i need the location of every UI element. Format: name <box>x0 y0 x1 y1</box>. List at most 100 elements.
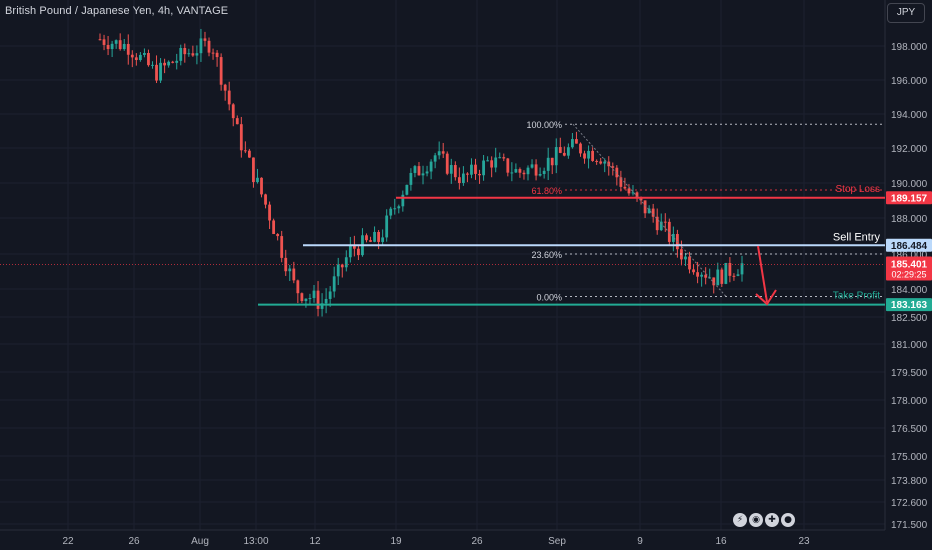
candle-body <box>724 263 728 284</box>
lightning-icon[interactable]: ⚡ <box>733 513 747 527</box>
candle-body <box>138 54 142 61</box>
candle <box>478 169 481 184</box>
candle-body <box>365 235 368 241</box>
candle <box>591 147 595 162</box>
y-tick-label: 188.000 <box>891 214 928 225</box>
candle <box>381 229 385 246</box>
currency-button[interactable]: JPY <box>887 3 925 23</box>
sell-entry-label: Sell Entry <box>833 231 881 243</box>
candle-body <box>655 216 659 231</box>
candle <box>151 61 154 69</box>
candle <box>474 158 477 180</box>
x-tick-label: 9 <box>637 536 643 547</box>
candle <box>405 184 409 196</box>
take-profit-price-badge: 183.163 <box>891 300 928 311</box>
candle-body <box>457 177 461 183</box>
candle <box>110 40 114 58</box>
candle-body <box>522 172 526 175</box>
candle-body <box>159 62 162 81</box>
x-tick-label: 12 <box>309 536 321 547</box>
candle <box>227 81 231 111</box>
candle <box>247 148 251 158</box>
candle <box>147 49 150 67</box>
candle <box>724 262 728 285</box>
candle-body <box>352 245 356 249</box>
candle <box>692 263 695 275</box>
japan-flag-icon[interactable]: ● <box>781 513 795 527</box>
sell-entry-price-badge: 186.484 <box>891 241 928 252</box>
candle-body <box>490 160 494 168</box>
y-tick-label: 171.500 <box>891 520 928 531</box>
candle-body <box>268 204 271 221</box>
uk-flag-icon[interactable]: ✚ <box>765 513 779 527</box>
footer-icon-bar: ⚡ ◉ ✚ ● <box>733 513 795 527</box>
record-icon[interactable]: ◉ <box>749 513 763 527</box>
candle <box>720 267 724 287</box>
candle <box>704 267 708 285</box>
candle <box>369 236 372 243</box>
candle <box>659 213 663 232</box>
candle-body <box>417 166 421 176</box>
x-tick-label: 23 <box>798 536 810 547</box>
candle-body <box>401 194 405 207</box>
candle <box>328 286 332 307</box>
x-tick-label: 26 <box>471 536 483 547</box>
candle-body <box>558 147 562 153</box>
candle-body <box>470 164 473 175</box>
candle <box>312 284 316 303</box>
candle <box>114 39 118 49</box>
candle-body <box>357 248 360 256</box>
candle-body <box>562 152 566 156</box>
candle <box>304 298 308 308</box>
x-tick-label: 19 <box>390 536 402 547</box>
candle <box>122 39 126 51</box>
x-tick-label: Aug <box>191 536 209 547</box>
candle-body <box>191 53 195 56</box>
candle <box>562 146 566 157</box>
candle <box>215 50 219 67</box>
candle <box>365 233 368 243</box>
candle <box>239 116 243 158</box>
candle-body <box>231 104 235 119</box>
candle-body <box>207 40 211 53</box>
candle <box>324 288 328 314</box>
candle-body <box>272 220 276 235</box>
candle <box>558 137 562 154</box>
fib-label: 23.60% <box>531 250 562 260</box>
candle-body <box>611 166 615 168</box>
candle <box>494 147 498 173</box>
candle-body <box>316 290 320 309</box>
candle-body <box>300 293 304 302</box>
candle-body <box>429 161 433 172</box>
candle <box>457 167 461 190</box>
y-tick-label: 194.000 <box>891 110 928 121</box>
candle <box>171 60 175 64</box>
candle-body <box>619 177 623 187</box>
countdown-badge: 02:29:25 <box>891 269 926 279</box>
candle-body <box>126 43 130 55</box>
candle-body <box>526 167 530 175</box>
candle-body <box>421 173 425 176</box>
candle-body <box>445 153 449 174</box>
candle-body <box>389 208 393 216</box>
candle <box>554 138 558 174</box>
candle-body <box>502 157 506 159</box>
candle-body <box>704 274 708 278</box>
candle-body <box>728 263 732 276</box>
candle <box>397 204 401 214</box>
candle <box>401 190 405 212</box>
x-tick-label: 16 <box>715 536 727 547</box>
candle-body <box>514 169 518 173</box>
candle <box>272 218 276 235</box>
y-tick-label: 186.000 <box>891 250 928 261</box>
candle <box>627 184 631 196</box>
candle <box>300 292 304 304</box>
candle-body <box>688 256 691 270</box>
candle <box>518 167 522 178</box>
candle-body <box>692 269 695 273</box>
candle-body <box>143 52 146 55</box>
candle-body <box>635 192 639 198</box>
candle-body <box>478 173 481 176</box>
y-tick-label: 198.000 <box>891 42 928 53</box>
